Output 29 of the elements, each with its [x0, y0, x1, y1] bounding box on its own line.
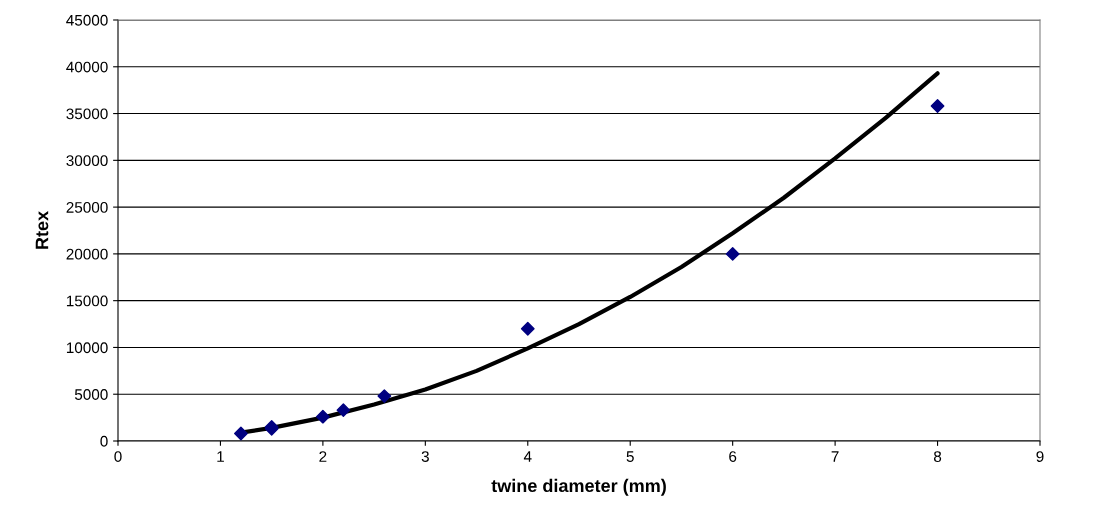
point — [336, 403, 351, 418]
x-tick-label: 1 — [217, 451, 224, 462]
x-tick-label: 8 — [933, 451, 942, 462]
x-tick-label: 6 — [729, 451, 737, 462]
y-tick-label: 25000 — [66, 201, 108, 213]
point — [315, 409, 330, 424]
y-tick-label: 15000 — [66, 295, 108, 307]
y-tick-label: 20000 — [66, 248, 108, 260]
point — [234, 426, 248, 441]
y-tick-label: 35000 — [66, 108, 108, 120]
x-tick-label: 5 — [626, 451, 634, 462]
y-axis-title: Rtex — [35, 211, 49, 249]
point — [377, 389, 392, 403]
y-tick-label: 30000 — [66, 155, 108, 167]
x-tick-label: 9 — [1036, 451, 1044, 462]
point — [930, 99, 945, 113]
x-tick-label: 2 — [319, 451, 327, 462]
y-tick-label: 40000 — [66, 61, 108, 73]
x-tick-label: 4 — [523, 451, 532, 462]
y-tick-label: 0 — [100, 435, 108, 447]
point — [725, 246, 740, 261]
x-tick-label: 7 — [831, 451, 839, 462]
x-tick-label: 3 — [421, 451, 429, 462]
y-tick-label: 5000 — [74, 389, 108, 400]
x-axis-title: twine diameter (mm) — [491, 478, 666, 496]
point — [520, 321, 535, 336]
y-tick-label: 45000 — [66, 14, 108, 26]
y-tick-label: 10000 — [66, 342, 108, 354]
x-tick-label: 0 — [114, 451, 122, 462]
